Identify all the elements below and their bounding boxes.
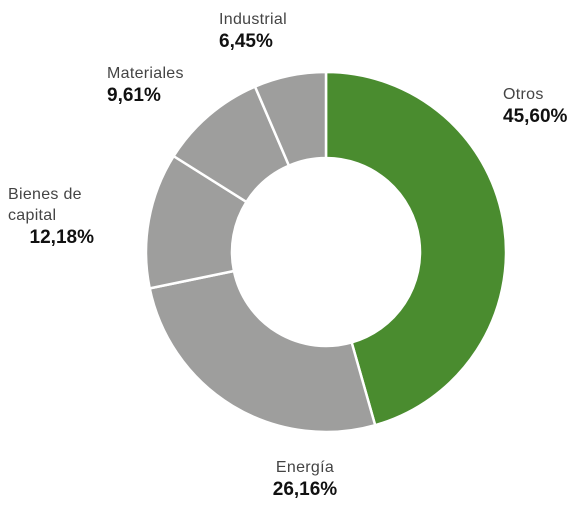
- slice-label: Otros 45,60%: [503, 84, 567, 129]
- value-label: 9,61%: [107, 85, 161, 106]
- value-label: 12,18%: [29, 227, 94, 248]
- slice-label: Bienes de capital 12,18%: [8, 184, 94, 250]
- category-name: Energía: [275, 459, 335, 476]
- category-name: Bienes de capital: [8, 186, 82, 224]
- slice-label: Energía 26,16%: [240, 457, 370, 502]
- slice-label: Industrial 6,45%: [219, 9, 287, 54]
- value-label: 26,16%: [272, 479, 338, 500]
- donut-segment: [148, 269, 377, 434]
- category-name: Otros: [503, 86, 544, 103]
- donut-segment: [253, 70, 328, 168]
- value-label: 6,45%: [219, 31, 273, 52]
- category-name: Industrial: [219, 11, 287, 28]
- category-name: Materiales: [107, 65, 184, 82]
- slice-label: Materiales 9,61%: [107, 63, 184, 108]
- value-label: 45,60%: [503, 106, 568, 127]
- donut-segment: [324, 70, 508, 427]
